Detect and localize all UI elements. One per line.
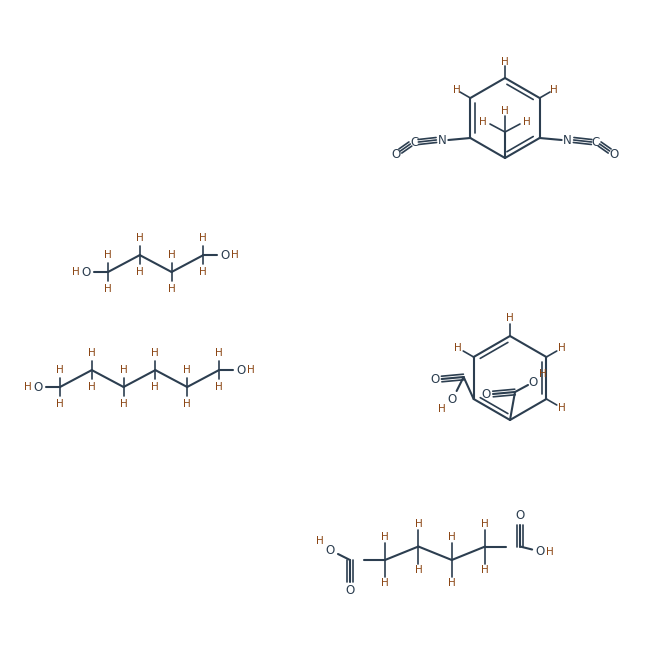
Text: N: N <box>438 134 447 146</box>
Text: O: O <box>392 148 401 160</box>
Text: O: O <box>515 509 525 522</box>
Text: H: H <box>546 547 554 557</box>
Text: H: H <box>479 117 487 127</box>
Text: H: H <box>215 348 223 358</box>
Text: H: H <box>506 313 514 323</box>
Text: H: H <box>414 518 422 528</box>
Text: H: H <box>501 106 509 116</box>
Text: H: H <box>438 404 446 414</box>
Text: H: H <box>501 57 509 67</box>
Text: H: H <box>72 267 80 277</box>
Text: C: C <box>591 136 600 148</box>
Text: H: H <box>448 578 456 588</box>
Text: O: O <box>430 373 440 385</box>
Text: O: O <box>447 393 456 406</box>
Text: N: N <box>563 134 572 146</box>
Text: H: H <box>184 399 191 409</box>
Text: H: H <box>24 382 32 392</box>
Text: H: H <box>481 565 489 575</box>
Text: O: O <box>236 363 245 377</box>
Text: H: H <box>481 518 489 528</box>
Text: O: O <box>325 544 334 557</box>
Text: O: O <box>33 381 43 393</box>
Text: H: H <box>152 348 159 358</box>
Text: O: O <box>221 249 230 261</box>
Text: H: H <box>523 117 531 127</box>
Text: O: O <box>345 585 354 598</box>
Text: H: H <box>539 369 547 379</box>
Text: H: H <box>184 365 191 375</box>
Text: H: H <box>88 348 96 358</box>
Text: H: H <box>168 250 176 260</box>
Text: H: H <box>120 399 128 409</box>
Text: O: O <box>535 545 545 558</box>
Text: H: H <box>88 382 96 392</box>
Text: C: C <box>410 136 418 148</box>
Text: O: O <box>609 148 618 160</box>
Text: H: H <box>448 532 456 542</box>
Text: H: H <box>549 85 557 95</box>
Text: H: H <box>104 250 112 260</box>
Text: H: H <box>414 565 422 575</box>
Text: O: O <box>481 387 491 401</box>
Text: H: H <box>136 267 144 277</box>
Text: H: H <box>247 365 255 375</box>
Text: O: O <box>529 375 537 389</box>
Text: H: H <box>168 284 176 294</box>
Text: H: H <box>152 382 159 392</box>
Text: O: O <box>81 265 90 279</box>
Text: H: H <box>56 399 64 409</box>
Text: H: H <box>200 267 207 277</box>
Text: H: H <box>120 365 128 375</box>
Text: H: H <box>200 233 207 243</box>
Text: H: H <box>454 343 462 353</box>
Text: H: H <box>381 532 389 542</box>
Text: H: H <box>558 403 566 413</box>
Text: H: H <box>453 85 460 95</box>
Text: H: H <box>558 343 566 353</box>
Text: H: H <box>231 250 239 260</box>
Text: H: H <box>56 365 64 375</box>
Text: H: H <box>104 284 112 294</box>
Text: H: H <box>215 382 223 392</box>
Text: H: H <box>381 578 389 588</box>
Text: H: H <box>136 233 144 243</box>
Text: H: H <box>316 536 324 546</box>
